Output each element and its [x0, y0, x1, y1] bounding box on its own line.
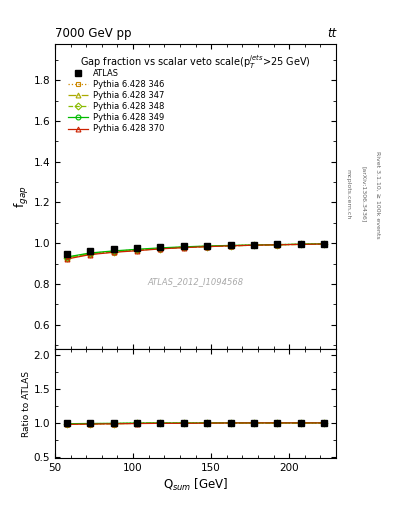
Legend: ATLAS, Pythia 6.428 346, Pythia 6.428 347, Pythia 6.428 348, Pythia 6.428 349, P: ATLAS, Pythia 6.428 346, Pythia 6.428 34… — [68, 69, 164, 134]
Text: [arXiv:1306.3436]: [arXiv:1306.3436] — [361, 166, 366, 223]
Y-axis label: f$_{gap}$: f$_{gap}$ — [13, 185, 31, 207]
Text: mcplots.cern.ch: mcplots.cern.ch — [345, 169, 350, 220]
Y-axis label: Ratio to ATLAS: Ratio to ATLAS — [22, 371, 31, 437]
Text: 7000 GeV pp: 7000 GeV pp — [55, 27, 132, 40]
Text: ATLAS_2012_I1094568: ATLAS_2012_I1094568 — [147, 278, 244, 286]
Text: tt: tt — [327, 27, 336, 40]
X-axis label: Q$_{sum}$ [GeV]: Q$_{sum}$ [GeV] — [163, 477, 228, 494]
Text: Gap fraction vs scalar veto scale(p$_T^{jets}$>25 GeV): Gap fraction vs scalar veto scale(p$_T^{… — [80, 53, 311, 71]
Text: Rivet 3.1.10, ≥ 100k events: Rivet 3.1.10, ≥ 100k events — [375, 151, 380, 239]
